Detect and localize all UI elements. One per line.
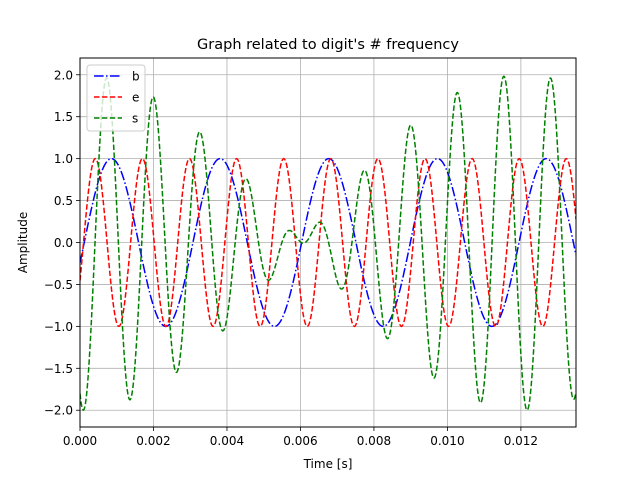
x-axis: 0.000 0.002 0.004 0.006 0.008 0.010 0.012: [63, 427, 538, 448]
x-tick-label: 0.008: [357, 434, 391, 448]
y-tick-label: −2.0: [44, 404, 73, 418]
x-tick-label: 0.002: [136, 434, 170, 448]
x-tick-label: 0.010: [430, 434, 464, 448]
y-tick-label: −1.0: [44, 320, 73, 334]
legend-label-e: e: [132, 91, 139, 105]
y-tick-label: 2.0: [54, 68, 73, 82]
chart-title: Graph related to digit's # frequency: [197, 37, 459, 53]
y-tick-label: 1.5: [54, 110, 73, 124]
x-tick-label: 0.004: [210, 434, 244, 448]
y-axis: −2.0 −1.5 −1.0 −0.5 0.0 0.5 1.0 1.5 2.0: [44, 68, 80, 418]
y-axis-label: Amplitude: [16, 212, 30, 274]
y-tick-label: −0.5: [44, 278, 73, 292]
x-tick-label: 0.000: [63, 434, 97, 448]
y-tick-label: 1.0: [54, 152, 73, 166]
x-axis-label: Time [s]: [303, 457, 353, 471]
legend-label-b: b: [132, 70, 140, 84]
series-line-e: [80, 157, 576, 328]
y-tick-label: 0.5: [54, 194, 73, 208]
x-tick-label: 0.006: [283, 434, 317, 448]
legend: bes: [86, 64, 146, 132]
legend-box: [86, 64, 146, 132]
series-line-b: [80, 157, 576, 328]
legend-label-s: s: [132, 112, 138, 126]
x-tick-label: 0.012: [504, 434, 538, 448]
plot-area: [80, 75, 576, 411]
y-tick-label: −1.5: [44, 362, 73, 376]
y-tick-label: 0.0: [54, 236, 73, 250]
